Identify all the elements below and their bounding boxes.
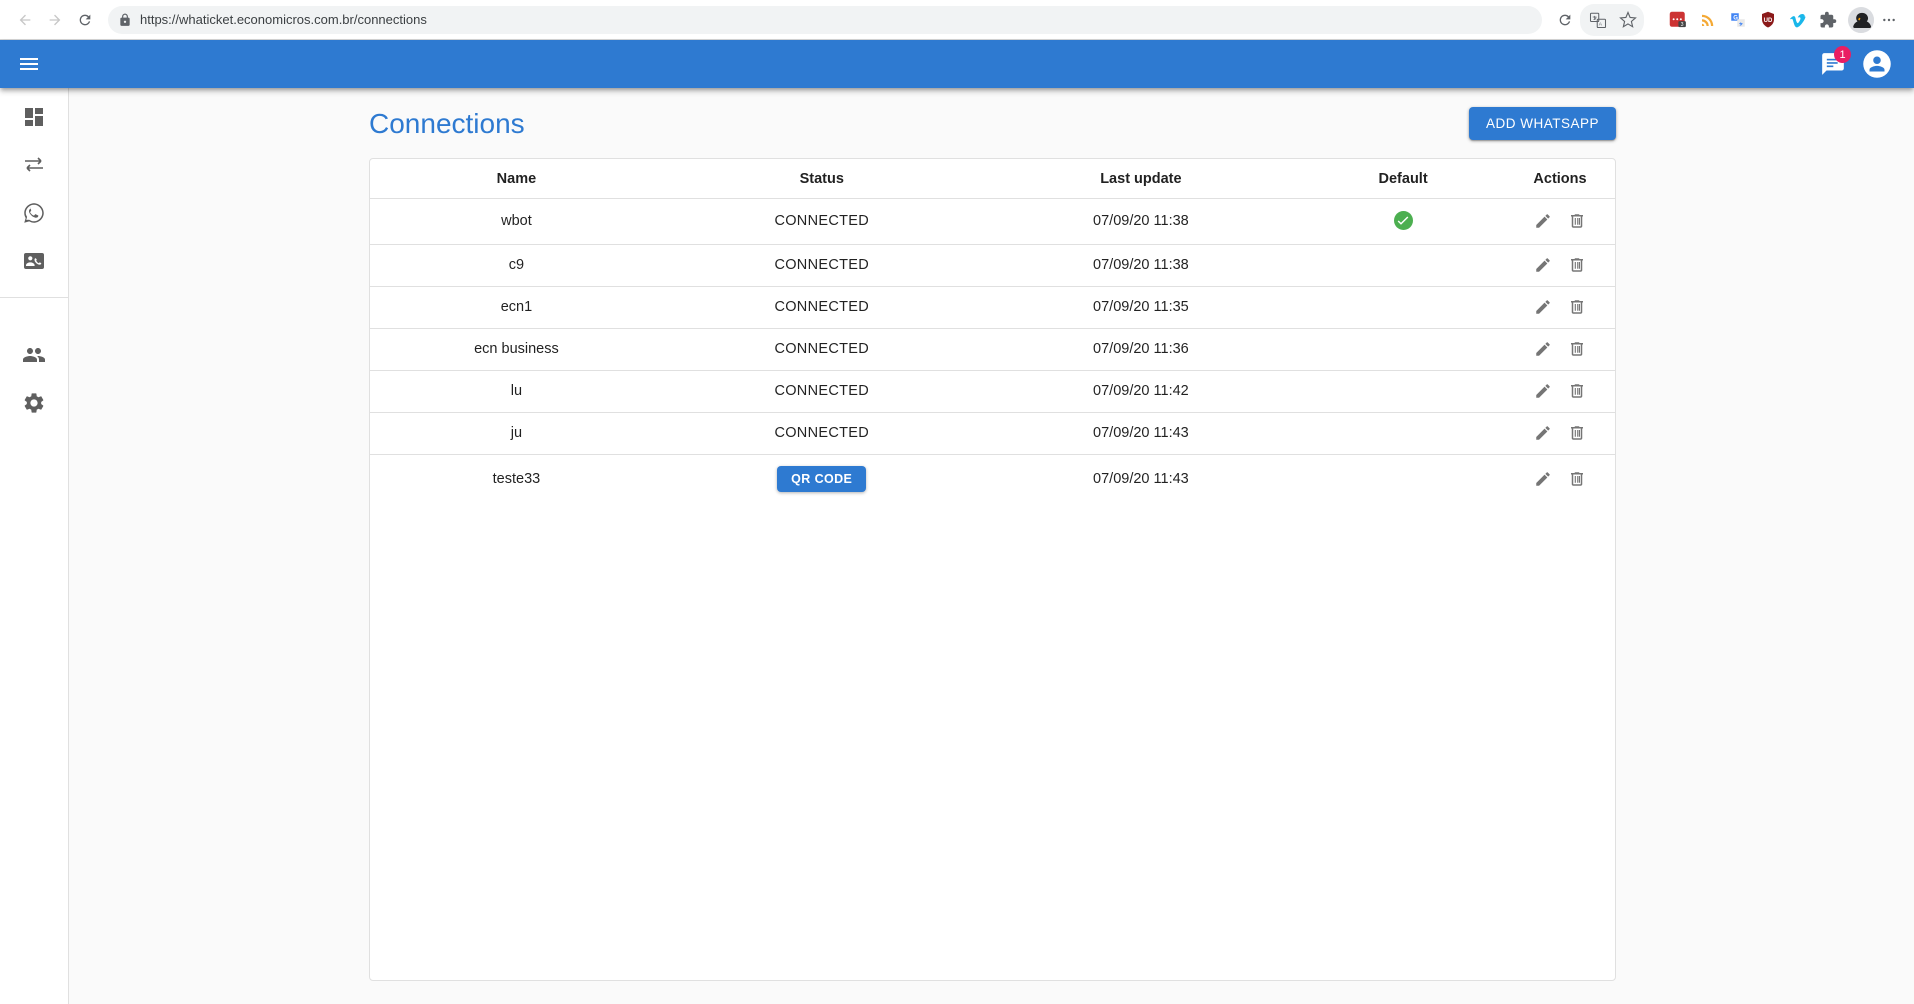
svg-text:A: A bbox=[1599, 21, 1603, 27]
svg-text:UD: UD bbox=[1764, 17, 1773, 23]
svg-text:3: 3 bbox=[1681, 21, 1684, 27]
